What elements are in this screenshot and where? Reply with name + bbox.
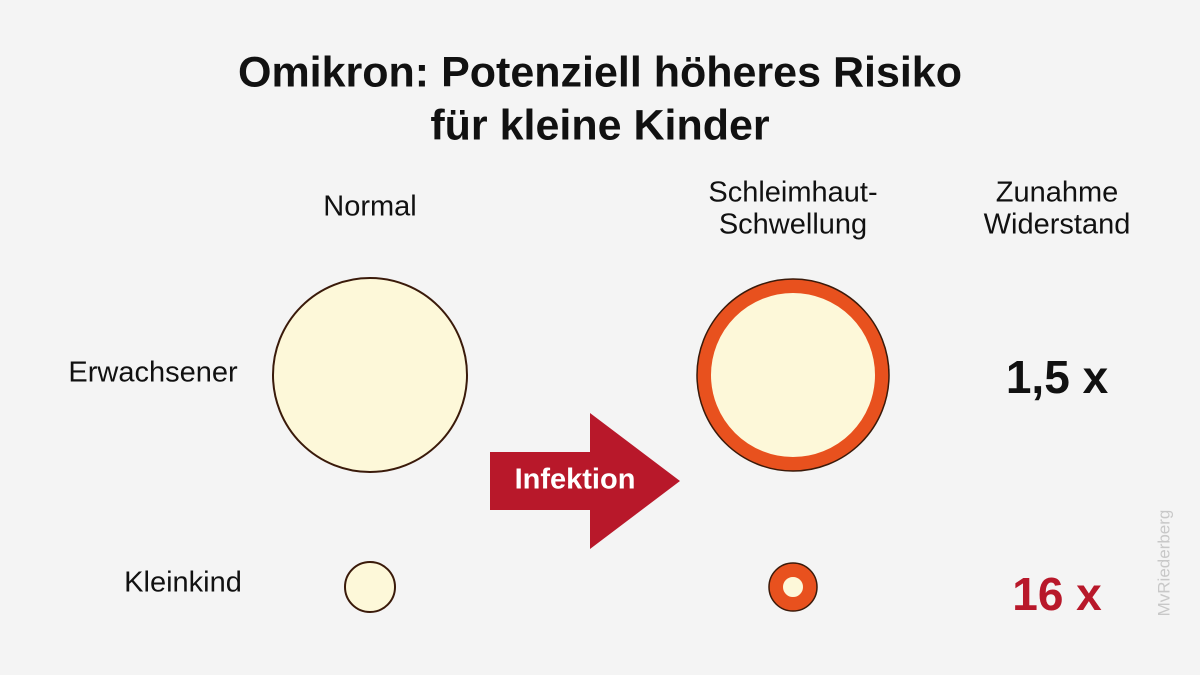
increase-value: 1,5 x: [1006, 351, 1109, 403]
infection-arrow: [490, 413, 680, 549]
airway-normal-child: [344, 561, 396, 613]
airway-outline: [696, 278, 890, 472]
title-line: für kleine Kinder: [430, 101, 770, 149]
title: Omikron: Potenziell höheres Risiko für kl…: [238, 48, 962, 149]
airway-swollen-adult: [697, 279, 889, 471]
column-header: Widerstand: [984, 209, 1131, 241]
credit: MvRiederberg: [1154, 510, 1173, 617]
column-header: Zunahme: [996, 177, 1119, 209]
arrow-label: Infektion: [515, 464, 636, 496]
airway-outline: [768, 562, 818, 612]
row-label: Kleinkind: [124, 567, 242, 599]
column-header: Normal: [323, 191, 416, 223]
airway-swollen-child: [769, 563, 817, 611]
column-header: Schleimhaut-: [708, 177, 877, 209]
airway-normal-adult: [272, 277, 468, 473]
column-headers: Normal Schleimhaut-Schwellung ZunahmeWider…: [323, 177, 1130, 241]
title-line: Omikron: Potenziell höheres Risiko: [238, 48, 962, 96]
column-header: Schwellung: [719, 209, 867, 241]
increase-value: 16 x: [1012, 568, 1102, 620]
row-label: Erwachsener: [68, 357, 238, 389]
